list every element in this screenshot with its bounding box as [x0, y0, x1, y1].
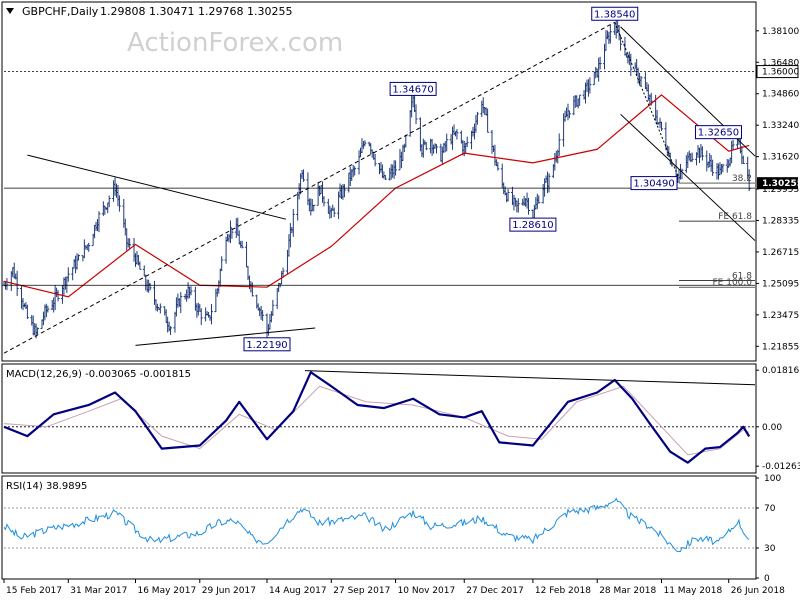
price-axis-label: 1.23475 [762, 311, 799, 321]
x-axis-label: 14 Aug 2017 [269, 586, 327, 596]
price-annotation-box [630, 176, 678, 191]
level-tag-box [756, 65, 799, 79]
x-axis-label: 15 Feb 2017 [6, 586, 62, 596]
x-axis-label: 27 Dec 2017 [466, 586, 523, 596]
trend-line [135, 327, 316, 346]
x-axis-label: 12 Feb 2018 [535, 586, 591, 596]
chart-symbol-label: GBPCHF,Daily [22, 5, 99, 18]
header-triangle-icon [6, 8, 14, 14]
trend-line [3, 21, 615, 354]
fibo-level-label: 61.8 [732, 271, 752, 281]
macd-axis-label: 0.00 [762, 423, 782, 433]
price-axis-label: 1.34860 [762, 90, 799, 100]
fibo-level-label: FE 61.8 [718, 212, 752, 222]
rsi-line [3, 497, 750, 553]
current-price-label: 1.30255 [762, 179, 800, 189]
price-annotation-box [389, 81, 437, 96]
macd-axis-label: -0.012637 [762, 462, 800, 472]
rsi-panel-frame [1, 475, 757, 580]
fibo-level-label: 38.2 [732, 174, 752, 184]
rsi-axis-label: 70 [764, 504, 776, 514]
price-axis-label: 1.38100 [762, 27, 799, 37]
macd-axis-label: 0.018161 [762, 366, 800, 376]
price-annotation-box [243, 337, 291, 352]
x-axis-label: 16 May 2017 [137, 586, 196, 596]
x-axis-label: 11 May 2018 [663, 586, 722, 596]
fibo-level-label: FE 100.0 [713, 278, 753, 288]
macd-trend-line [304, 370, 756, 386]
x-axis-label: 27 Sep 2017 [333, 586, 390, 596]
price-axis-label: 1.26715 [762, 248, 799, 258]
macd-layer [3, 370, 756, 464]
price-annotation-label: 1.38540 [594, 9, 635, 20]
rsi-axis-label: 0 [764, 574, 770, 584]
macd-line [3, 371, 751, 464]
price-annotation-box [509, 217, 557, 232]
rsi-layer [3, 497, 755, 553]
price-annotation-box [591, 6, 639, 21]
x-axis-label: 10 Nov 2017 [398, 586, 456, 596]
trend-line [620, 113, 756, 241]
macd-panel-frame [1, 363, 757, 474]
price-axis-label: 1.25095 [762, 279, 799, 289]
trend-line [27, 154, 287, 220]
price-annotation-label: 1.34670 [392, 84, 433, 95]
rsi-title: RSI(14) 38.9895 [6, 481, 87, 492]
price-axis-label: 1.28335 [762, 216, 799, 226]
x-axis-label: 28 Mar 2018 [599, 586, 656, 596]
price-axis-label: 1.31620 [762, 153, 799, 163]
macd-title: MACD(12,26,9) -0.003065 -0.001815 [6, 369, 191, 380]
price-layer: 38.2 FE 61.8 61.8FE 100.0 1.38540 1.34670 1.3… [2, 6, 756, 354]
price-annotation-box [694, 125, 742, 140]
price-annotation-label: 1.30490 [633, 179, 674, 190]
price-axis-label: 1.29955 [762, 185, 799, 195]
price-panel-frame [1, 1, 757, 362]
chart-ohlc-values: 1.29808 1.30471 1.29768 1.30255 [100, 5, 292, 18]
price-annotation-label: 1.22190 [246, 340, 287, 351]
price-axis-label: 1.33240 [762, 121, 799, 131]
price-axis-label: 1.36480 [762, 58, 799, 68]
rsi-axis-label: 100 [764, 474, 781, 484]
rsi-axis-label: 30 [764, 544, 776, 554]
price-annotation-label: 1.32650 [698, 128, 739, 139]
x-axis-label: 26 Jun 2018 [731, 586, 785, 596]
trend-line [614, 22, 680, 179]
axes-layer: 1.38100 1.36480 1.34860 1.33240 1.31620 1.299… [3, 27, 800, 596]
x-axis-label: 29 Jun 2017 [202, 586, 256, 596]
price-annotation-label: 1.28610 [512, 220, 553, 231]
watermark: ActionForex.com [127, 28, 343, 58]
level-tag-label: 1.36000 [762, 68, 799, 78]
x-axis-label: 31 Mar 2017 [70, 586, 127, 596]
price-axis-label: 1.21855 [762, 342, 799, 352]
current-price-tag [757, 177, 798, 190]
price-bars [2, 19, 751, 339]
